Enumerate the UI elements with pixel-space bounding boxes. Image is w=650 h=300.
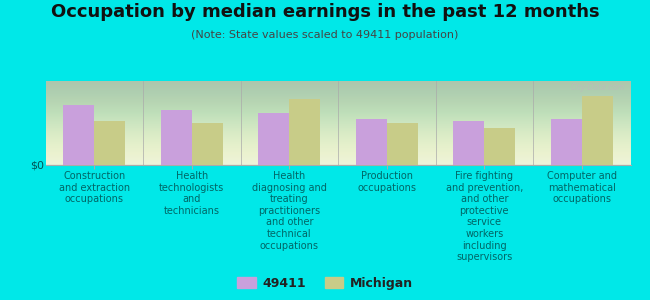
Bar	[453, 121, 484, 165]
Text: Construction
and extraction
occupations: Construction and extraction occupations	[58, 171, 130, 204]
Bar	[161, 110, 192, 165]
Bar	[551, 119, 582, 165]
Text: (Note: State values scaled to 49411 population): (Note: State values scaled to 49411 popu…	[191, 30, 459, 40]
Text: Fire fighting
and prevention,
and other
protective
service
workers
including
sup: Fire fighting and prevention, and other …	[445, 171, 523, 262]
Text: Computer and
mathematical
occupations: Computer and mathematical occupations	[547, 171, 617, 204]
Text: Occupation by median earnings in the past 12 months: Occupation by median earnings in the pas…	[51, 3, 599, 21]
Text: Production
occupations: Production occupations	[358, 171, 416, 193]
Bar	[192, 123, 223, 165]
Text: Health
technologists
and
technicians: Health technologists and technicians	[159, 171, 224, 216]
Legend: 49411, Michigan: 49411, Michigan	[232, 272, 418, 295]
Bar	[63, 104, 94, 165]
Bar	[387, 123, 418, 165]
Bar	[484, 128, 515, 165]
Bar	[356, 119, 387, 165]
Text: City-Data.com: City-Data.com	[571, 83, 625, 92]
Bar	[582, 96, 613, 165]
Bar	[94, 121, 125, 165]
Text: Health
diagnosing and
treating
practitioners
and other
technical
occupations: Health diagnosing and treating practitio…	[252, 171, 327, 250]
Bar	[289, 100, 320, 165]
Bar	[258, 113, 289, 165]
